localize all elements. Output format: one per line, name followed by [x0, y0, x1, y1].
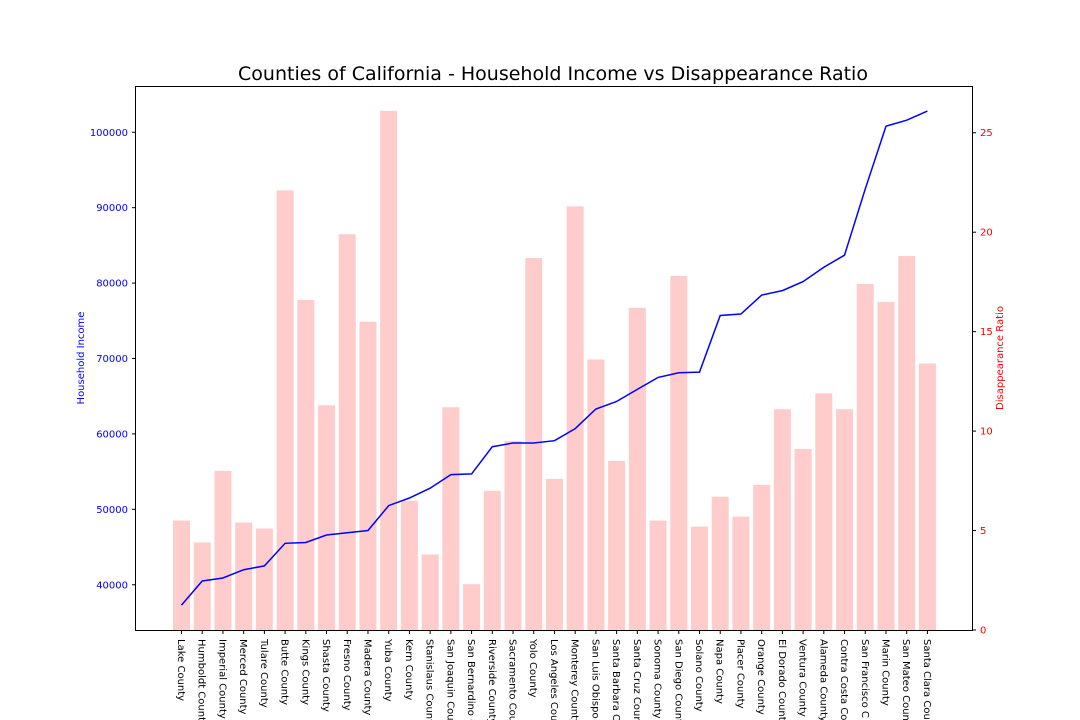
x-tick-label: Kings County [299, 639, 310, 705]
left-tick-label: 90000 [96, 203, 128, 214]
x-tick-label: Fresno County [341, 639, 352, 711]
x-tick-label: Humboldt Count [196, 639, 207, 720]
x-tick-label: Santa Clara Cou [921, 639, 932, 720]
bar [877, 301, 895, 630]
x-tick-label: Riverside County [486, 639, 497, 720]
x-tick-label: Alameda County [817, 639, 828, 720]
x-tick-label: Ventura County [797, 639, 808, 717]
bar [815, 393, 833, 630]
left-axis-label: Household Income [76, 312, 87, 405]
bar [691, 526, 708, 630]
x-tick-label: Shasta County [320, 639, 331, 712]
right-tick-label: 0 [980, 626, 986, 637]
bar [173, 520, 190, 630]
bar [359, 321, 377, 630]
bar [483, 490, 501, 630]
bar [442, 407, 460, 630]
bar [918, 363, 936, 630]
x-tick-label: Napa County [714, 639, 725, 704]
bar [628, 307, 646, 630]
bar [338, 234, 356, 630]
chart-title: Counties of California - Household Incom… [238, 63, 868, 85]
left-axis-ticks: 40000 50000 60000 70000 80000 90000 100000 [90, 128, 136, 591]
x-tick-label: San Mateo Coun [900, 639, 911, 720]
bar [463, 584, 481, 630]
bar [649, 520, 667, 630]
x-tick-label: Lake County [175, 639, 186, 701]
left-tick-label: 80000 [96, 279, 128, 290]
bar [525, 258, 543, 630]
left-tick-label: 60000 [96, 429, 128, 440]
x-tick-label: Sonoma County [652, 639, 663, 719]
x-tick-label: Santa Cruz Coun [631, 639, 642, 720]
bar [794, 449, 812, 630]
right-tick-label: 10 [980, 427, 993, 438]
left-tick-label: 100000 [90, 128, 128, 139]
x-tick-label: El Dorado Count [776, 639, 787, 720]
bar [400, 500, 418, 630]
bar-series [173, 110, 936, 631]
bar [255, 528, 273, 630]
bar [193, 542, 211, 630]
x-tick-label: Orange County [755, 639, 766, 715]
x-axis-ticks: Lake County Humboldt Count Imperial County… [175, 630, 932, 720]
left-tick-label: 50000 [96, 505, 128, 516]
bar [898, 256, 916, 630]
bar [856, 283, 874, 630]
right-axis-ticks: 0 5 10 15 20 25 [972, 128, 993, 637]
x-tick-label: San Bernardino C [465, 639, 476, 720]
right-tick-label: 25 [980, 128, 993, 139]
bar [732, 516, 750, 630]
x-tick-label: Marin County [880, 639, 891, 706]
x-tick-label: Yolo County [527, 638, 538, 698]
bar [753, 484, 771, 630]
bar [235, 522, 253, 630]
bar [711, 496, 729, 630]
bar [773, 409, 791, 630]
x-tick-label: Imperial County [216, 639, 227, 719]
income-line [180, 110, 928, 606]
bar [587, 359, 605, 630]
x-tick-label: San Luis Obispo [589, 639, 600, 719]
right-tick-label: 15 [980, 327, 993, 338]
bar [276, 190, 294, 630]
x-tick-label: San Diego Count [672, 639, 683, 720]
x-tick-label: Stanislaus Count [424, 639, 435, 720]
left-tick-label: 70000 [96, 354, 128, 365]
x-tick-label: Monterey County [569, 639, 580, 720]
x-tick-label: San Joaquin Cou [444, 639, 455, 720]
right-tick-label: 5 [980, 526, 986, 537]
line-series [180, 110, 928, 606]
bar [566, 206, 584, 631]
bar [297, 299, 315, 630]
bar [380, 110, 398, 630]
bar [421, 554, 439, 630]
bar [318, 405, 336, 630]
right-axis-label: Disappearance Ratio [995, 306, 1006, 410]
bar [608, 460, 626, 630]
x-tick-label: San Francisco C [859, 639, 870, 718]
bar [836, 409, 854, 630]
x-tick-label: Solano County [693, 639, 704, 712]
x-tick-label: Santa Barbara C [610, 639, 621, 720]
x-tick-label: Kern County [403, 639, 414, 700]
x-tick-label: Tulare County [258, 638, 269, 708]
x-tick-label: Contra Costa Co [838, 639, 849, 720]
x-tick-label: Merced County [237, 639, 248, 715]
x-tick-label: Madera County [362, 639, 373, 715]
bar [214, 470, 232, 630]
left-tick-label: 40000 [96, 580, 128, 591]
x-tick-label: Sacramento Cou [507, 639, 518, 720]
x-tick-label: Placer County [734, 639, 745, 709]
bar [670, 275, 688, 630]
bar [545, 478, 563, 630]
bar [504, 441, 522, 630]
x-tick-label: Yuba County [382, 638, 393, 702]
x-tick-label: Los Angeles Cou [548, 639, 559, 720]
x-tick-label: Butte County [279, 639, 290, 705]
right-tick-label: 20 [980, 228, 993, 239]
